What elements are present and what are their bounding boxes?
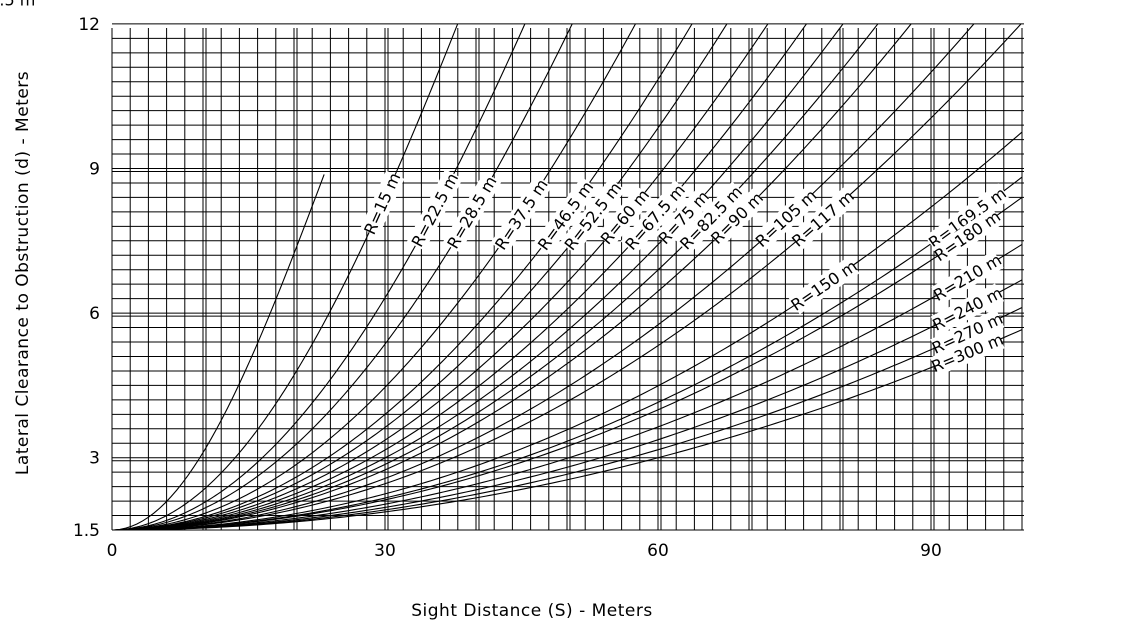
radius-curve (117, 23, 693, 531)
radius-label-background (930, 309, 1005, 358)
radius-label-background (490, 174, 553, 254)
x-axis-label: Sight Distance (S) - Meters (411, 601, 652, 621)
radius-label-background (789, 187, 857, 250)
y-tick-label: 12 (78, 15, 100, 35)
radius-label-background (788, 256, 860, 315)
radius-curve (125, 306, 1023, 531)
radius-curve (120, 23, 1022, 531)
radius-label-background (360, 170, 405, 237)
radius-label-background (0, 0, 37, 10)
radius-curve (116, 23, 573, 531)
radius-curve (117, 23, 728, 531)
radius-label-background (442, 172, 502, 253)
radius-label-group: R=150 m (787, 256, 860, 315)
radius-curve (122, 196, 1023, 531)
y-axis-label: Lateral Clearance to Obstruction (d) - M… (13, 71, 33, 475)
radius-label-background (406, 169, 463, 251)
radius-label-group: R=7.5 m (0, 0, 37, 10)
grid-lines (111, 23, 1024, 531)
radius-curve (126, 329, 1023, 531)
radius-label: R=150 m (787, 256, 860, 314)
radius-curve (123, 243, 1023, 531)
radius-label-background (654, 187, 713, 248)
radius-label-background (931, 207, 1003, 265)
radius-label-background (620, 179, 690, 255)
radius-label-background (707, 188, 767, 248)
y-tick-label: 6 (89, 304, 100, 324)
radius-label-background (559, 177, 626, 255)
x-tick-label: 90 (920, 541, 942, 561)
radius-label-background (752, 186, 820, 251)
radius-label-background (930, 329, 1005, 376)
y-tick-label: 9 (89, 160, 100, 180)
radius-curve (118, 23, 769, 531)
radius-label-background (597, 186, 653, 248)
radius-label-background (931, 250, 1004, 305)
x-tick-label: 60 (647, 541, 669, 561)
radius-curve (119, 23, 844, 531)
y-tick-label: 1.5 (73, 521, 100, 541)
radius-curve (121, 131, 1023, 531)
radius-curve (120, 23, 975, 531)
radius-curve (119, 23, 912, 531)
radius-curve (115, 23, 459, 531)
radius-curve (116, 23, 636, 531)
radius-curve (119, 23, 879, 531)
radius-curve (122, 176, 1023, 531)
radius-curve (114, 174, 325, 531)
radius-label-background (675, 181, 747, 255)
radius-label-background (930, 283, 1005, 335)
tick-labels: 0 30 60 90 1.5 3 6 9 12 (73, 15, 942, 561)
x-tick-label: 30 (374, 541, 396, 561)
radius-label: R=7.5 m (0, 0, 35, 10)
radius-curve (115, 23, 526, 531)
radius-curve (124, 279, 1023, 531)
radius-label-background (924, 183, 1011, 253)
x-tick-label: 0 (107, 541, 118, 561)
radius-curves (114, 23, 1023, 531)
radius-curve (118, 23, 807, 531)
y-tick-label: 3 (89, 449, 100, 469)
radius-label-background (533, 176, 598, 255)
